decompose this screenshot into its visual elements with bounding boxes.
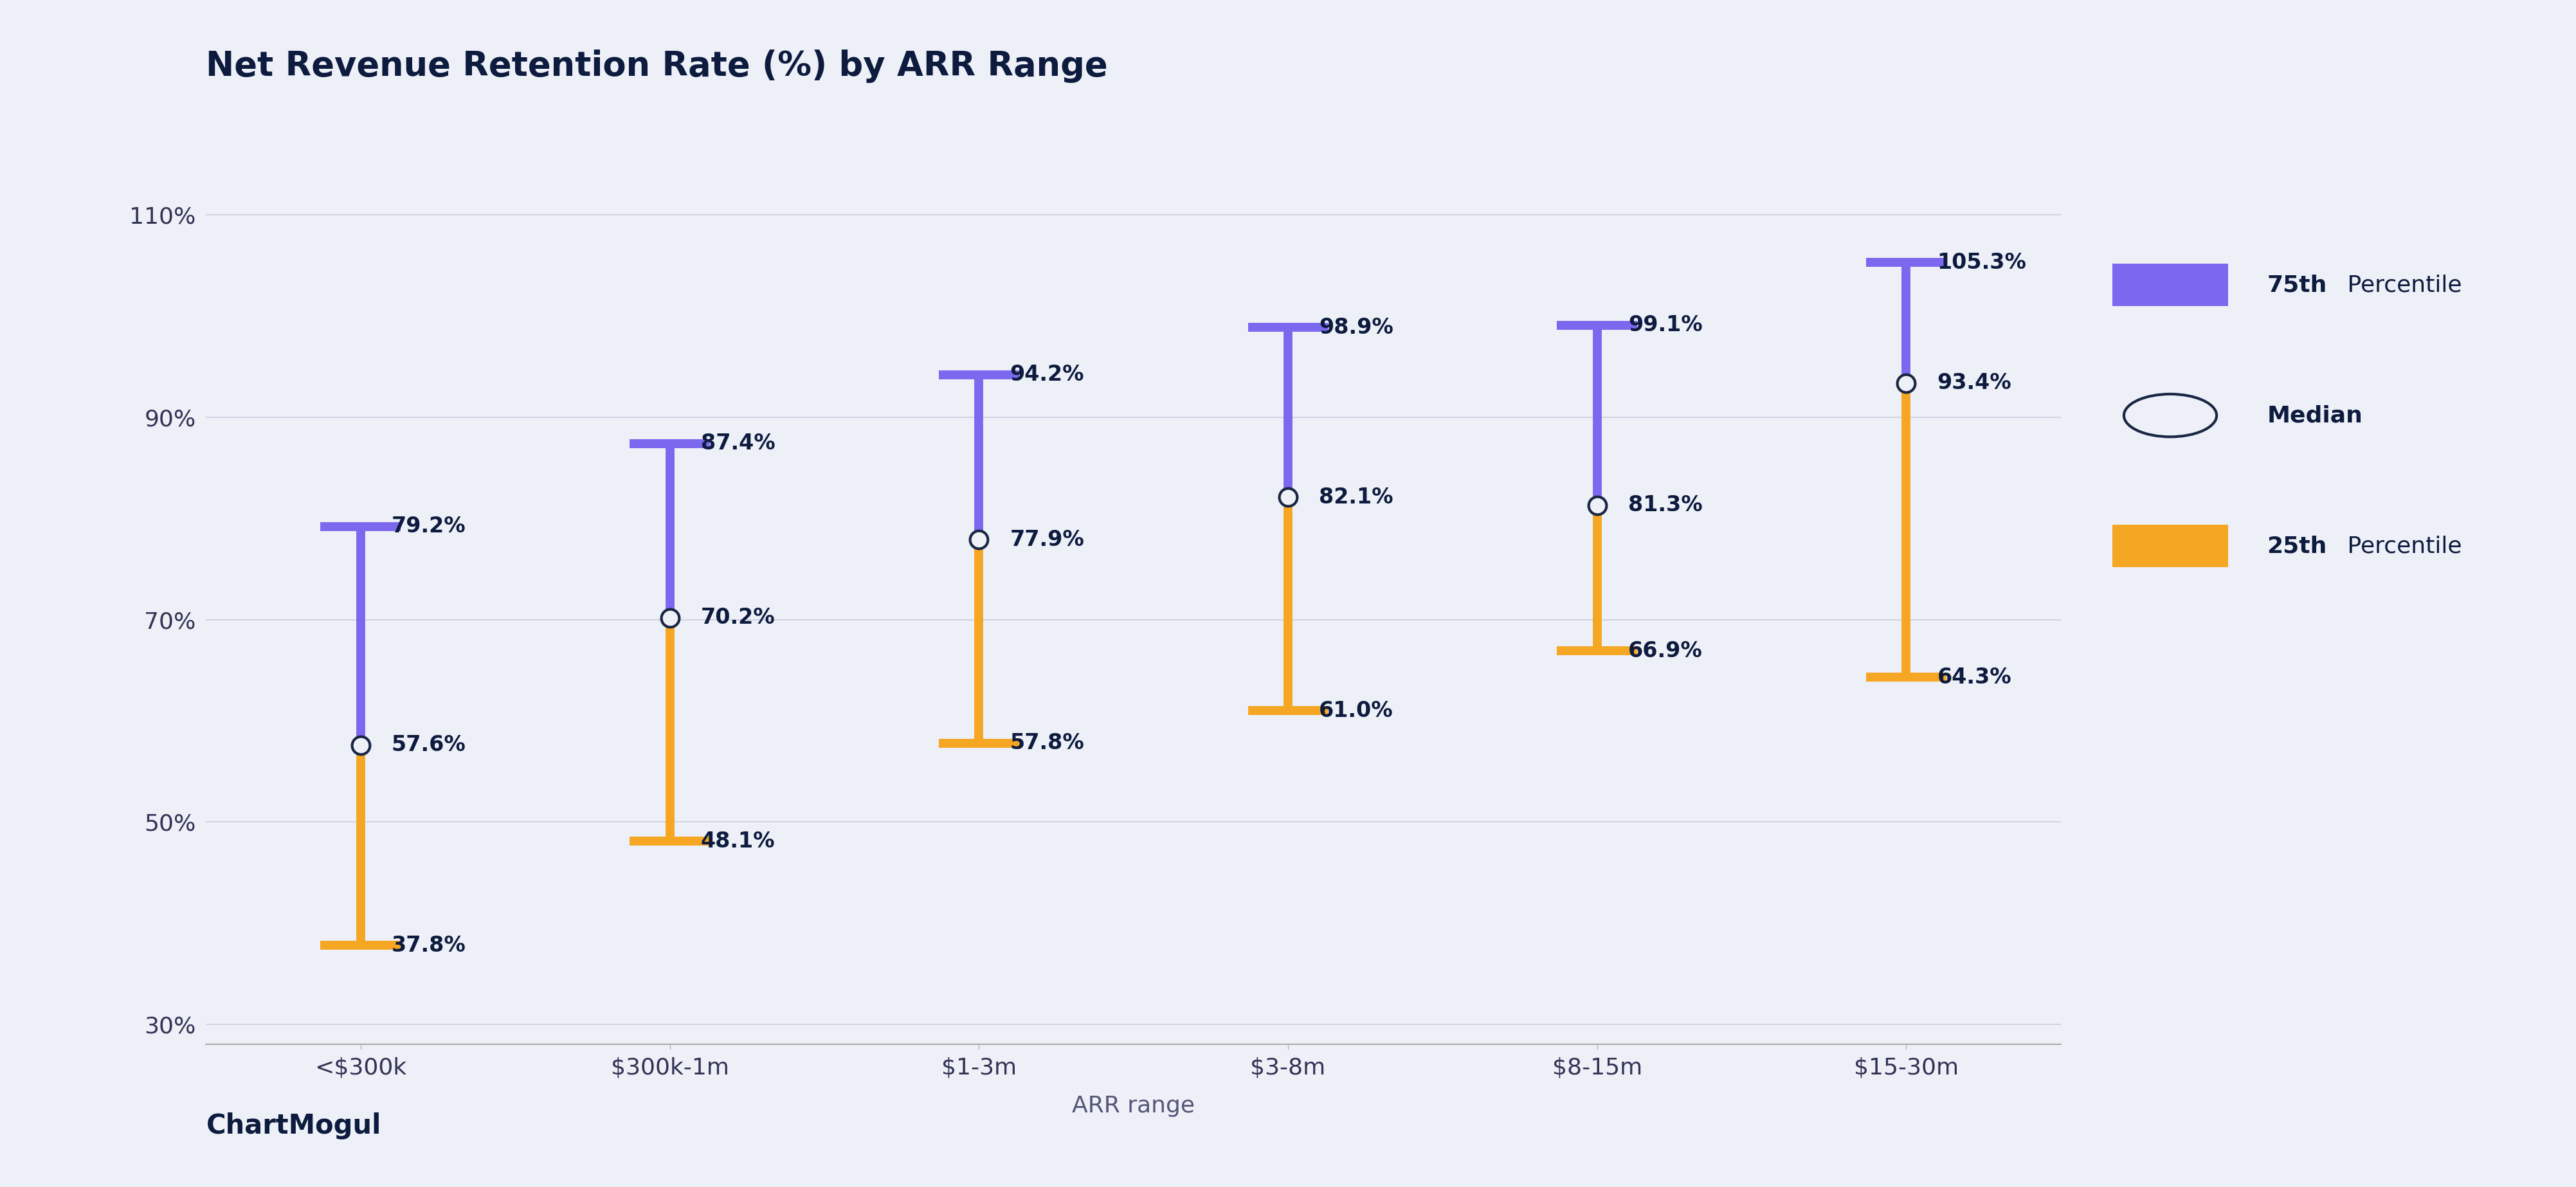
Text: 64.3%: 64.3% bbox=[1937, 667, 2012, 688]
Text: Net Revenue Retention Rate (%) by ARR Range: Net Revenue Retention Rate (%) by ARR Ra… bbox=[206, 50, 1108, 83]
Text: 37.8%: 37.8% bbox=[392, 935, 466, 956]
Text: 93.4%: 93.4% bbox=[1937, 373, 2012, 394]
Text: Percentile: Percentile bbox=[2339, 535, 2463, 557]
Text: 82.1%: 82.1% bbox=[1319, 487, 1394, 508]
Text: 57.6%: 57.6% bbox=[392, 735, 466, 756]
Text: 25th: 25th bbox=[2267, 535, 2326, 557]
Text: 98.9%: 98.9% bbox=[1319, 317, 1394, 338]
Text: 77.9%: 77.9% bbox=[1010, 529, 1084, 551]
Text: 105.3%: 105.3% bbox=[1937, 252, 2027, 273]
Text: ChartMogul: ChartMogul bbox=[206, 1112, 381, 1140]
Text: 99.1%: 99.1% bbox=[1628, 315, 1703, 336]
Text: 79.2%: 79.2% bbox=[392, 516, 466, 538]
X-axis label: ARR range: ARR range bbox=[1072, 1094, 1195, 1117]
Text: 57.8%: 57.8% bbox=[1010, 732, 1084, 754]
Text: 61.0%: 61.0% bbox=[1319, 700, 1394, 722]
Text: Percentile: Percentile bbox=[2339, 274, 2463, 296]
Text: 94.2%: 94.2% bbox=[1010, 364, 1084, 386]
Text: 87.4%: 87.4% bbox=[701, 433, 775, 455]
Text: 48.1%: 48.1% bbox=[701, 831, 775, 852]
Text: 70.2%: 70.2% bbox=[701, 607, 775, 628]
Text: Median: Median bbox=[2267, 405, 2362, 426]
Text: 81.3%: 81.3% bbox=[1628, 495, 1703, 516]
Text: 75th: 75th bbox=[2267, 274, 2326, 296]
Text: 66.9%: 66.9% bbox=[1628, 641, 1703, 661]
